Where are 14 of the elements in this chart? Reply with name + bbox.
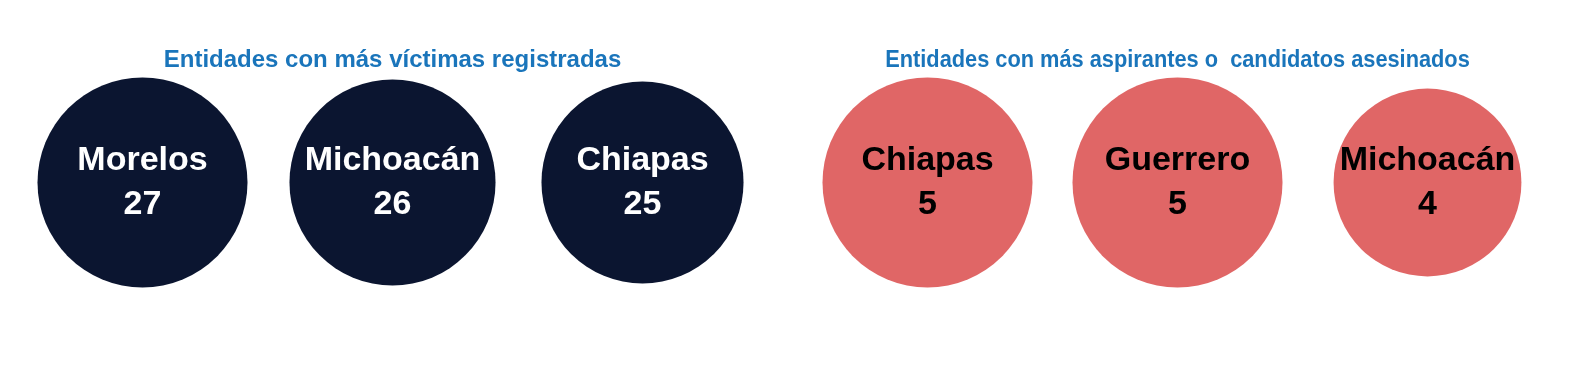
- category-label: Chiapas: [576, 138, 709, 177]
- data-label: 5: [1168, 182, 1187, 221]
- data-label: 27: [123, 182, 162, 221]
- category-label: Michoacán: [304, 138, 481, 177]
- category-label: Morelos: [77, 138, 208, 177]
- data-label: 4: [1418, 182, 1438, 221]
- category-label: Michoacán: [1339, 138, 1516, 177]
- data-label: 25: [623, 182, 662, 221]
- category-label: Chiapas: [861, 138, 994, 177]
- data-label: 5: [918, 182, 937, 221]
- text: Entidades con más aspirantes o candidatos asesinados: [885, 45, 1470, 73]
- data-label: 26: [373, 182, 412, 221]
- text: Entidades con más víctimas registradas: [163, 45, 622, 73]
- category-label: Guerrero: [1104, 138, 1251, 177]
